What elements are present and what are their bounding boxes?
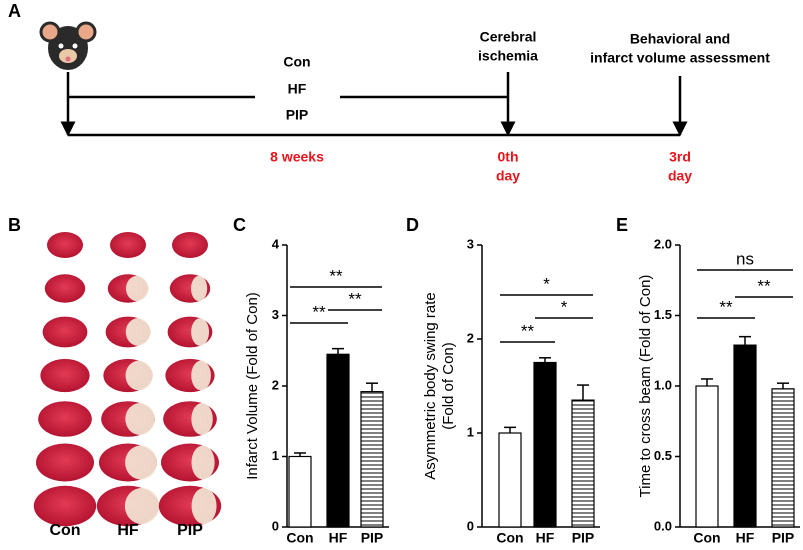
- y-tick-label: 1: [467, 424, 474, 439]
- y-tick-label: 1.5: [654, 307, 672, 322]
- infarct: [191, 402, 213, 436]
- time-label: 0th: [498, 149, 519, 165]
- time-label: day: [668, 168, 692, 184]
- y-axis-label: (Fold of Con): [440, 342, 457, 430]
- group-label: HF: [117, 522, 139, 539]
- infarct: [125, 402, 155, 436]
- significance-label: **: [329, 266, 343, 285]
- x-tick-label: Con: [496, 530, 523, 546]
- y-tick-label: 2: [467, 330, 474, 345]
- panel-letter: C: [233, 215, 246, 235]
- panel-letter: E: [616, 215, 628, 235]
- panel-letter: D: [406, 215, 419, 235]
- significance-label: **: [757, 276, 771, 295]
- group-label: HF: [288, 81, 307, 97]
- infarct: [191, 445, 215, 480]
- x-tick-label: PIP: [572, 530, 595, 546]
- significance-label: **: [719, 297, 733, 316]
- bar: [733, 344, 757, 528]
- event-label: infarct volume assessment: [590, 50, 770, 66]
- x-tick-label: PIP: [772, 530, 795, 546]
- bar: [571, 399, 595, 528]
- brain-slice: [42, 316, 88, 348]
- x-tick-label: Con: [693, 530, 720, 546]
- y-tick-label: 1.0: [654, 377, 672, 392]
- brain-slice: [33, 485, 97, 527]
- infarct: [125, 445, 157, 480]
- panel-letter: A: [8, 1, 21, 21]
- bar: [326, 353, 350, 528]
- x-tick-label: Con: [286, 530, 313, 546]
- significance-label: *: [543, 274, 550, 293]
- x-tick-label: HF: [329, 530, 348, 546]
- brain-slice: [172, 232, 208, 258]
- brain-slice: [40, 358, 90, 393]
- event-label: ischemia: [478, 48, 538, 64]
- brain-slice: [36, 443, 94, 482]
- x-tick-label: PIP: [361, 530, 384, 546]
- event-label: Behavioral and: [630, 31, 730, 47]
- y-tick-label: 0.5: [654, 448, 672, 463]
- group-label: PIP: [177, 522, 203, 539]
- infarct: [125, 318, 151, 346]
- bar: [360, 391, 384, 528]
- bar: [288, 455, 312, 528]
- bar: [695, 385, 719, 528]
- x-tick-label: HF: [536, 530, 555, 546]
- group-label: PIP: [286, 107, 309, 123]
- y-tick-label: 2: [272, 377, 279, 392]
- time-label: day: [496, 168, 520, 184]
- bar: [533, 361, 557, 528]
- y-tick-label: 3: [272, 307, 279, 322]
- brain-slices: [33, 232, 222, 527]
- y-tick-label: 0: [272, 518, 279, 533]
- brain-slice: [44, 274, 86, 303]
- panel-letter: B: [8, 215, 21, 235]
- infarct: [124, 487, 160, 525]
- bar: [498, 432, 522, 528]
- time-label: 8 weeks: [270, 149, 324, 165]
- infarct: [191, 360, 211, 391]
- infarct: [191, 275, 208, 302]
- y-tick-label: 0.0: [654, 518, 672, 533]
- brain-slice: [47, 232, 83, 258]
- y-axis-label: Infarct Volume (Fold of Con): [244, 292, 261, 480]
- bar: [771, 388, 795, 528]
- y-tick-label: 4: [272, 236, 280, 251]
- significance-label: ns: [736, 249, 754, 268]
- infarct: [191, 318, 210, 346]
- y-axis-label: Asymmetric body swing rate: [422, 292, 439, 480]
- y-tick-label: 2.0: [654, 236, 672, 251]
- significance-label: **: [312, 302, 326, 321]
- mouse-icon: [39, 21, 97, 70]
- y-tick-label: 0: [467, 518, 474, 533]
- y-tick-label: 1: [272, 448, 279, 463]
- y-tick-label: 3: [467, 236, 474, 251]
- event-label: Cerebral: [480, 29, 537, 45]
- infarct: [125, 275, 149, 302]
- y-axis-label: Time to cross beam (Fold of Con): [637, 275, 654, 498]
- x-tick-label: HF: [736, 530, 755, 546]
- significance-label: *: [561, 297, 568, 316]
- infarct: [125, 360, 153, 391]
- brain-slice: [110, 232, 146, 258]
- significance-label: **: [521, 321, 535, 340]
- group-label: Con: [49, 522, 80, 539]
- time-label: 3rd: [669, 149, 691, 165]
- group-label: Con: [283, 54, 310, 70]
- infarct: [191, 487, 217, 525]
- significance-label: **: [348, 289, 362, 308]
- brain-slice: [38, 401, 92, 437]
